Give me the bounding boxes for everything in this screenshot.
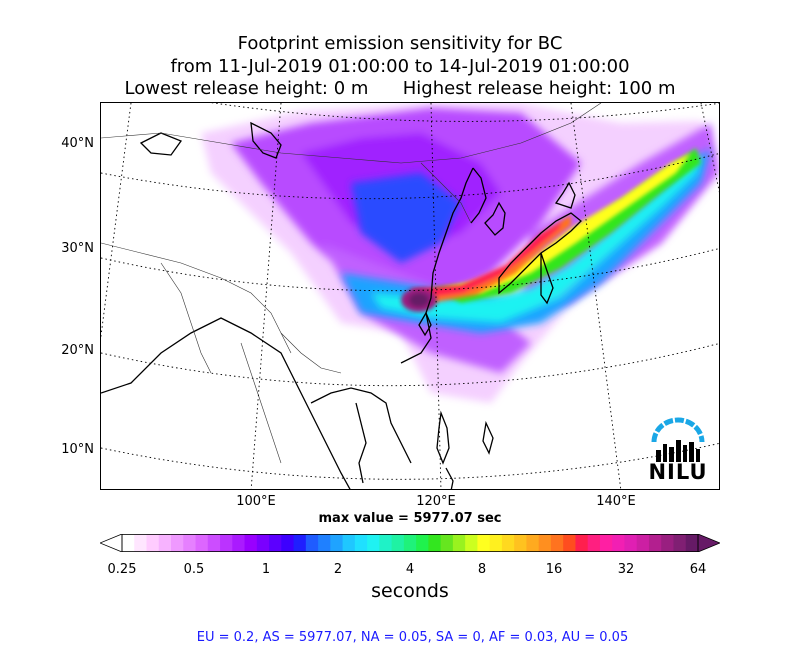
colorbar-tick-label: 64 [689, 562, 707, 577]
nilu-logo-text: NILU [648, 460, 708, 484]
colorbar-strip [98, 533, 722, 553]
colorbar-cell [183, 534, 197, 552]
colorbar-cell [269, 534, 282, 552]
lat-label-20n: 20°N [61, 343, 94, 358]
colorbar-cell [122, 534, 135, 552]
colorbar-cell [342, 534, 356, 552]
colorbar-cell [416, 534, 429, 552]
colorbar-tick-label: 32 [617, 562, 635, 577]
colorbar-tick-label: 16 [545, 562, 563, 577]
colorbar-cell [171, 534, 184, 552]
map-title-line-3: Lowest release height: 0 m Highest relea… [124, 78, 676, 99]
colorbar-cell [624, 534, 638, 552]
colorbar-cell [391, 534, 405, 552]
colorbar-cell [428, 534, 442, 552]
colorbar-cell [563, 534, 577, 552]
colorbar-cell [477, 534, 491, 552]
colorbar-cell [318, 534, 331, 552]
colorbar-cell [612, 534, 626, 552]
colorbar-cell [526, 534, 540, 552]
colorbar-cell [403, 534, 417, 552]
graticule [101, 103, 719, 489]
colorbar-tick-label: 0.25 [107, 562, 137, 577]
colorbar-cell [305, 534, 319, 552]
colorbar-units-label: seconds [371, 580, 449, 602]
colorbar-cell [134, 534, 148, 552]
colorbar-tick-label: 8 [477, 562, 487, 577]
map-panel [100, 102, 720, 490]
plume-blue [341, 148, 711, 333]
colorbar-cell [244, 534, 258, 552]
nilu-logo: NILU [648, 414, 708, 484]
colorbar-cell [550, 534, 564, 552]
nilu-logo-graphic [651, 417, 705, 462]
lon-label-140e: 140°E [596, 494, 636, 509]
colorbar-cell [599, 534, 613, 552]
lat-label-10n: 10°N [61, 442, 94, 457]
max-value-label: max value = 5977.07 sec [318, 511, 502, 526]
colorbar-cell [648, 534, 662, 552]
colorbar-cell [440, 534, 454, 552]
country-borders [101, 103, 602, 464]
map-title-line-1: Footprint emission sensitivity for BC [237, 33, 563, 54]
colorbar-cell [293, 534, 307, 552]
colorbar-cell [256, 534, 270, 552]
colorbar-tick-label: 1 [261, 562, 271, 577]
colorbar-cell [379, 534, 393, 552]
colorbar-tick-label: 2 [333, 562, 343, 577]
lon-label-100e: 100°E [236, 494, 276, 509]
colorbar-cell [195, 534, 209, 552]
colorbar-cell [575, 534, 589, 552]
colorbar-cell [146, 534, 160, 552]
colorbar-cell [514, 534, 528, 552]
colorbar-cell [501, 534, 515, 552]
colorbar-cell [685, 534, 699, 552]
colorbar-cell [354, 534, 368, 552]
colorbar-cell [587, 534, 601, 552]
colorbar-cell [489, 534, 503, 552]
colorbar-cell [465, 534, 479, 552]
colorbar-cell [281, 534, 295, 552]
map-title-line-2: from 11-Jul-2019 01:00:00 to 14-Jul-2019… [170, 56, 630, 77]
colorbar-cell [207, 534, 221, 552]
colorbar-tick-label: 0.5 [183, 562, 205, 577]
lat-label-40n: 40°N [61, 136, 94, 151]
colorbar-outline [121, 534, 699, 553]
colorbar-cell [636, 534, 650, 552]
colorbar-cell [538, 534, 552, 552]
colorbar-cell [661, 534, 675, 552]
colorbar-cell [673, 534, 687, 552]
colorbar-cell [232, 534, 246, 552]
region-summary: EU = 0.2, AS = 5977.07, NA = 0.05, SA = … [196, 630, 629, 645]
lat-label-30n: 30°N [61, 241, 94, 256]
colorbar-cell [452, 534, 466, 552]
map-canvas [101, 103, 719, 489]
lon-label-120e: 120°E [416, 494, 456, 509]
colorbar-tick-label: 4 [405, 562, 415, 577]
colorbar [98, 533, 722, 553]
colorbar-cell [220, 534, 233, 552]
colorbar-cell [330, 534, 344, 552]
colorbar-cell [367, 534, 380, 552]
colorbar-cell [158, 534, 172, 552]
colorbar-low-extend [98, 533, 123, 553]
plume-yellow [441, 153, 691, 293]
colorbar-high-extend [697, 533, 722, 553]
